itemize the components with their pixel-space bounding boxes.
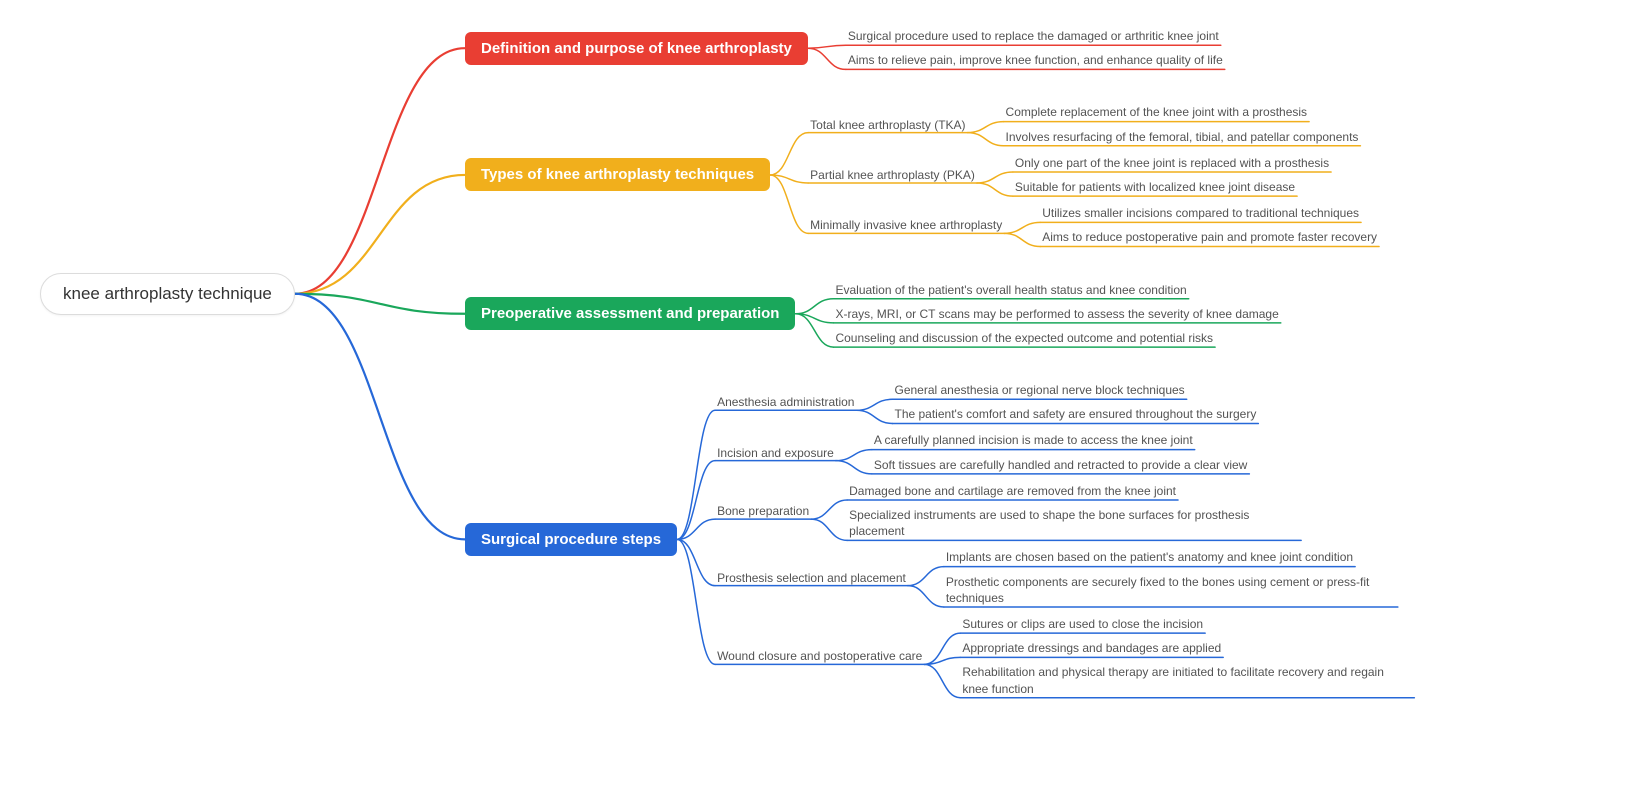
leaf-node: Complete replacement of the knee joint w…	[1006, 104, 1308, 120]
leaf-node: Appropriate dressings and bandages are a…	[962, 640, 1221, 656]
leaf-node: Surgical procedure used to replace the d…	[848, 28, 1219, 44]
sub-node: Total knee arthroplasty (TKA)	[810, 118, 965, 132]
leaf-node: Damaged bone and cartilage are removed f…	[849, 483, 1176, 499]
branch-node: Surgical procedure steps	[465, 523, 677, 556]
sub-node: Anesthesia administration	[717, 395, 854, 409]
sub-node: Incision and exposure	[717, 446, 834, 460]
leaf-node: The patient's comfort and safety are ens…	[894, 406, 1256, 422]
leaf-node: Involves resurfacing of the femoral, tib…	[1006, 129, 1359, 145]
sub-node: Wound closure and postoperative care	[717, 649, 922, 663]
root-node: knee arthroplasty technique	[40, 273, 295, 315]
sub-node: Prosthesis selection and placement	[717, 571, 906, 585]
leaf-node: Sutures or clips are used to close the i…	[962, 616, 1203, 632]
branch-node: Types of knee arthroplasty techniques	[465, 158, 770, 191]
branch-node: Definition and purpose of knee arthropla…	[465, 32, 808, 65]
leaf-node: Prosthetic components are securely fixed…	[946, 574, 1396, 606]
sub-node: Minimally invasive knee arthroplasty	[810, 218, 1002, 232]
leaf-node: Implants are chosen based on the patient…	[946, 549, 1353, 565]
leaf-node: Evaluation of the patient's overall heal…	[835, 282, 1186, 298]
leaf-node: Soft tissues are carefully handled and r…	[874, 457, 1248, 473]
leaf-node: General anesthesia or regional nerve blo…	[894, 382, 1184, 398]
leaf-node: A carefully planned incision is made to …	[874, 432, 1193, 448]
leaf-node: Specialized instruments are used to shap…	[849, 507, 1299, 539]
leaf-node: X-rays, MRI, or CT scans may be performe…	[835, 306, 1278, 322]
leaf-node: Aims to relieve pain, improve knee funct…	[848, 52, 1223, 68]
leaf-node: Suitable for patients with localized kne…	[1015, 179, 1295, 195]
leaf-node: Counseling and discussion of the expecte…	[835, 330, 1213, 346]
sub-node: Bone preparation	[717, 504, 809, 518]
leaf-node: Rehabilitation and physical therapy are …	[962, 664, 1412, 696]
leaf-node: Aims to reduce postoperative pain and pr…	[1042, 229, 1377, 245]
branch-node: Preoperative assessment and preparation	[465, 297, 795, 330]
leaf-node: Only one part of the knee joint is repla…	[1015, 155, 1329, 171]
leaf-node: Utilizes smaller incisions compared to t…	[1042, 205, 1359, 221]
sub-node: Partial knee arthroplasty (PKA)	[810, 168, 975, 182]
